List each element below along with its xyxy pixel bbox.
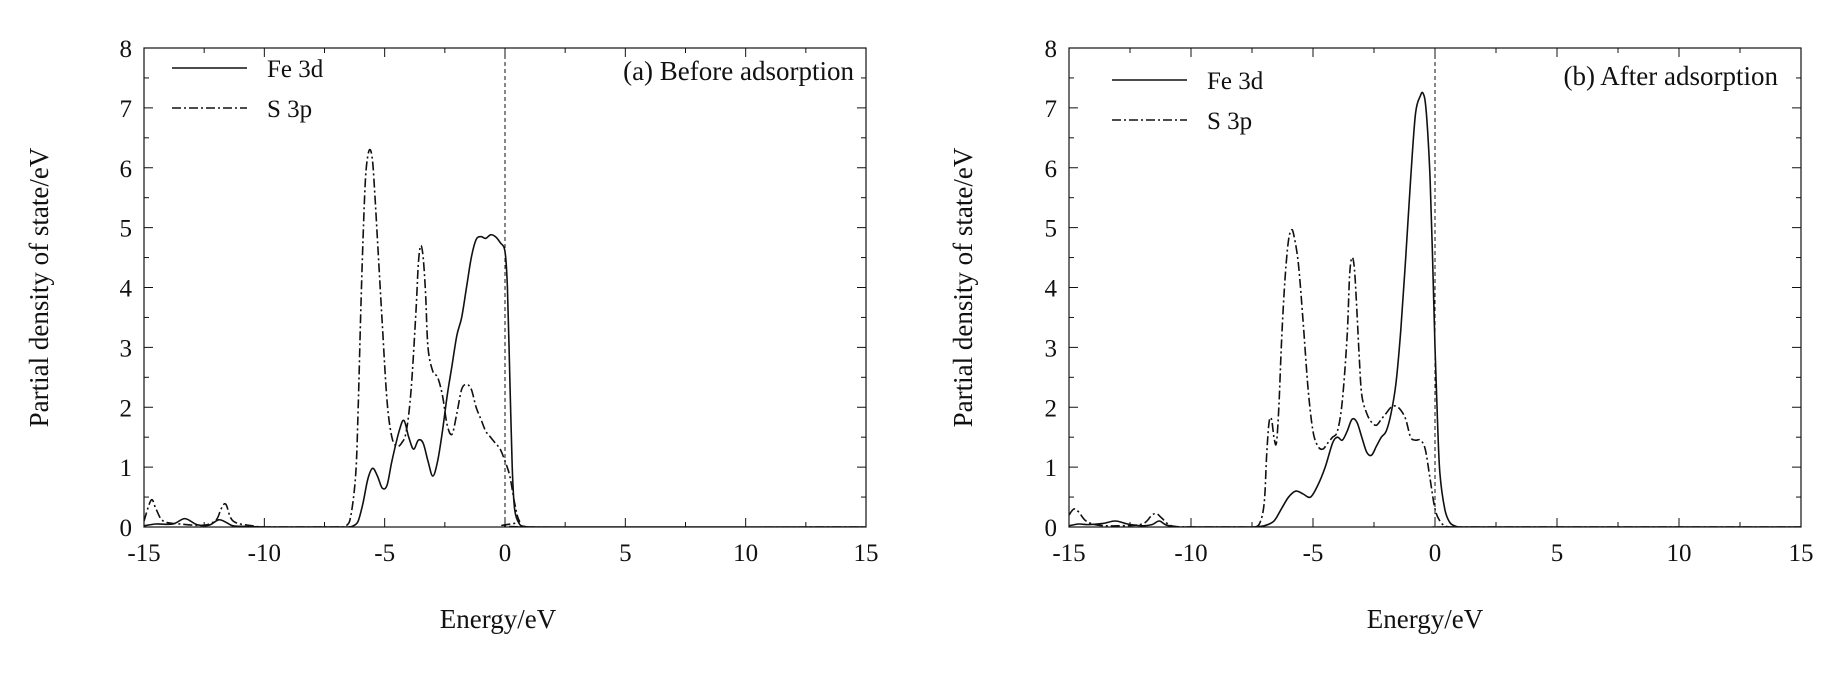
x-tick-label: 15 <box>1789 540 1814 567</box>
y-tick-label: 8 <box>120 36 133 63</box>
panel-annotation: (a) Before adsorption <box>623 56 854 86</box>
x-tick-label: 15 <box>854 540 879 567</box>
y-tick-label: 1 <box>120 455 133 482</box>
y-tick-label: 7 <box>1045 96 1058 123</box>
x-tick-label: -15 <box>127 540 160 567</box>
y-tick-label: 4 <box>120 276 133 303</box>
legend-label: Fe 3d <box>1207 68 1264 95</box>
x-tick-label: 0 <box>499 540 512 567</box>
panel-annotation: (b) After adsorption <box>1564 61 1779 91</box>
y-tick-label: 6 <box>120 156 133 183</box>
y-tick-label: 0 <box>120 515 133 542</box>
chart-b: -15 -10 -5 0 5 10 15 0 1 2 3 4 5 6 7 8 Fe 3d S 3p (b) Afte… <box>948 36 1814 634</box>
y-tick-label: 5 <box>120 216 133 243</box>
x-tick-label: -5 <box>1303 540 1324 567</box>
y-axis-label: Partial density of state/eV <box>24 147 54 427</box>
y-tick-label: 3 <box>120 335 133 362</box>
series-line-s-3p <box>1069 228 1801 527</box>
y-axis-label: Partial density of state/eV <box>948 147 978 427</box>
y-tick-label: 0 <box>1045 515 1058 542</box>
x-tick-label: 10 <box>733 540 758 567</box>
x-tick-label: 5 <box>619 540 632 567</box>
x-tick-label: 10 <box>1667 540 1692 567</box>
y-tick-label: 3 <box>1045 335 1058 362</box>
y-tick-label: 6 <box>1045 156 1058 183</box>
y-tick-label: 5 <box>1045 216 1058 243</box>
x-tick-label: -15 <box>1052 540 1085 567</box>
x-axis-label: Energy/eV <box>1367 604 1484 634</box>
legend-label: S 3p <box>267 96 312 123</box>
legend-label: Fe 3d <box>267 56 324 83</box>
x-tick-label: -10 <box>1174 540 1207 567</box>
y-tick-label: 8 <box>1045 36 1058 63</box>
x-tick-label: 5 <box>1551 540 1564 567</box>
y-tick-label: 2 <box>120 395 133 422</box>
x-tick-label: -10 <box>248 540 281 567</box>
y-tick-label: 4 <box>1045 276 1058 303</box>
legend-label: S 3p <box>1207 108 1252 135</box>
y-tick-label: 2 <box>1045 395 1058 422</box>
y-tick-label: 7 <box>120 96 133 123</box>
chart-a: -15 -10 -5 0 5 10 15 0 1 2 3 4 5 6 7 8 Fe 3d S 3p (a) Befo… <box>24 36 879 634</box>
y-tick-label: 1 <box>1045 455 1058 482</box>
x-tick-label: 0 <box>1429 540 1442 567</box>
x-tick-label: -5 <box>374 540 395 567</box>
x-axis-label: Energy/eV <box>440 604 557 634</box>
